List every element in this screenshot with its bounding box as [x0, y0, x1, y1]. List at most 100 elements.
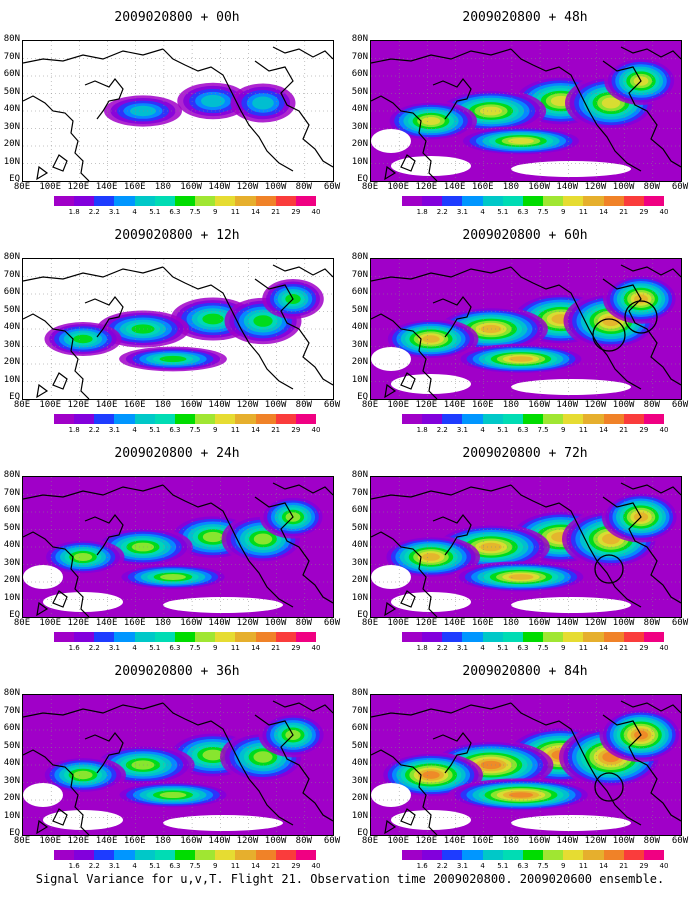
colorbar-label: 4: [480, 644, 485, 652]
latitude-label: 60N: [3, 287, 20, 297]
colorbar-label: 7.5: [537, 426, 549, 434]
colorbar-label: 21: [271, 862, 281, 870]
colorbar-swatch: [603, 414, 624, 424]
coastline: [84, 732, 124, 774]
coastline: [36, 819, 49, 835]
colorbar-label: 11: [578, 862, 588, 870]
longitude-label: 100W: [264, 836, 287, 846]
coastline: [254, 60, 333, 168]
coastline: [52, 590, 68, 608]
colorbar: [54, 632, 317, 642]
latitude-label: 60N: [351, 723, 368, 733]
variance-contour: [73, 334, 93, 344]
latitude-label: 70N: [351, 269, 368, 280]
colorbar-label: 3.1: [456, 862, 469, 870]
colorbar-label: 2.2: [436, 426, 448, 434]
colorbar-label: 14: [251, 644, 260, 652]
colorbar-label: 29: [639, 644, 649, 652]
latitude-label: 80N: [351, 470, 368, 480]
variance-contour: [159, 355, 187, 363]
longitude-label: 100W: [264, 400, 287, 410]
latitude-label: 80N: [3, 252, 20, 262]
panel-title: 2009020800 + 24h: [114, 446, 240, 461]
coastline: [432, 732, 472, 774]
longitude-label: 120E: [67, 836, 90, 846]
longitude-label: 160E: [471, 182, 494, 192]
latitude-label: 60N: [3, 723, 20, 733]
variance-contour: [601, 97, 621, 109]
colorbar-label: 4: [480, 426, 485, 434]
colorbar: [402, 196, 665, 206]
longitude-label: 160W: [528, 182, 550, 192]
longitude-label: 140E: [443, 618, 466, 628]
coastline: [371, 48, 512, 64]
longitude-label: 80E: [361, 400, 379, 410]
low-variance-area: [43, 810, 123, 830]
coastline: [400, 372, 416, 390]
colorbar-label: 14: [599, 426, 608, 434]
colorbar-swatch: [195, 196, 216, 206]
colorbar-label: 29: [291, 426, 301, 434]
longitude-label: 140E: [443, 400, 466, 410]
latitude-label: 60N: [351, 287, 368, 297]
colorbar-swatch: [462, 632, 483, 642]
longitude-label: 140E: [443, 836, 466, 846]
colorbar-swatch: [195, 414, 216, 424]
coastline: [602, 278, 681, 386]
colorbar-swatch: [134, 632, 155, 642]
longitude-label: 180: [502, 836, 520, 846]
coastline: [23, 749, 90, 835]
colorbar-swatch: [603, 850, 624, 860]
colorbar-swatch: [402, 196, 423, 206]
longitude-label: 100E: [387, 836, 410, 846]
colorbar-swatch: [154, 414, 175, 424]
longitude-label: 160E: [471, 400, 494, 410]
colorbar-swatch: [94, 196, 115, 206]
colorbar-swatch: [563, 196, 584, 206]
latitude-label: 10N: [351, 592, 368, 603]
colorbar-label: 21: [271, 644, 281, 652]
longitude-label: 140W: [556, 182, 579, 192]
longitude-label: 140E: [95, 836, 118, 846]
latitude-label: 40N: [351, 540, 368, 550]
longitude-label: 120E: [415, 836, 438, 846]
colorbar-label: 6.3: [169, 426, 181, 434]
coastline: [272, 46, 333, 60]
latitude-label: 60N: [3, 69, 20, 79]
colorbar-swatch: [422, 632, 443, 642]
low-variance-area: [391, 592, 471, 612]
colorbar-swatch: [94, 632, 115, 642]
longitude-label: 80E: [13, 182, 31, 192]
latitude-label: 30N: [351, 775, 368, 786]
colorbar-swatch: [643, 632, 665, 642]
variance-map: [370, 258, 682, 400]
latitude-label: 40N: [3, 104, 20, 114]
coastline: [510, 484, 578, 524]
colorbar-swatch: [442, 196, 463, 206]
colorbar-swatch: [235, 196, 256, 206]
colorbar-swatch: [502, 850, 523, 860]
coastline: [52, 808, 68, 826]
colorbar-swatch: [583, 196, 604, 206]
variance-contour: [160, 574, 186, 580]
colorbar-swatch: [94, 850, 115, 860]
longitude-label: 60W: [323, 618, 341, 628]
coastline: [36, 165, 49, 181]
colorbar-label: 21: [619, 426, 629, 434]
colorbar-label: 4: [480, 208, 485, 216]
coastline: [432, 514, 472, 556]
longitude-label: 160E: [471, 836, 494, 846]
longitude-label: 120W: [584, 618, 607, 628]
coastline: [84, 296, 124, 338]
colorbar-swatch: [114, 632, 135, 642]
map-canvas: [371, 695, 681, 835]
colorbar-label: 9: [560, 208, 566, 216]
colorbar-label: 2.2: [436, 862, 448, 870]
longitude-label: 80W: [295, 618, 312, 628]
latitude-label: 30N: [3, 557, 20, 568]
longitude-label: 140E: [95, 618, 118, 628]
latitude-label: 20N: [351, 357, 368, 367]
colorbar-label: 14: [599, 862, 608, 870]
coastline: [400, 590, 416, 608]
latitude-label: 10N: [351, 810, 368, 821]
